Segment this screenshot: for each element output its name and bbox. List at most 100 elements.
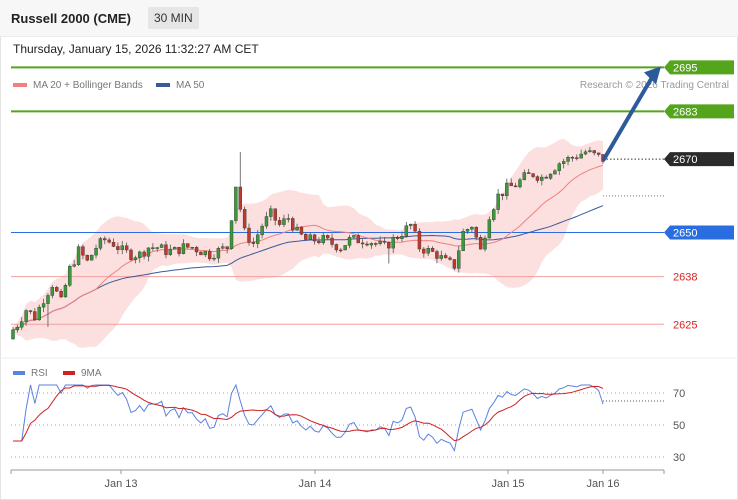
x-tick-jan-15: Jan 15 [491, 478, 524, 490]
candle-body [291, 218, 295, 231]
candle-body [37, 306, 41, 321]
candle-body [89, 254, 94, 261]
candle-body [435, 251, 439, 259]
candle-body [277, 220, 282, 225]
legend-ma50-label: MA 50 [176, 80, 205, 91]
legend-rsi: RSI [13, 368, 48, 379]
candle-body [308, 234, 312, 240]
level-label-2695-tag [664, 60, 734, 75]
candle-body [41, 303, 46, 308]
candle-body [203, 251, 207, 256]
candle-body [535, 176, 540, 181]
candle-body [474, 227, 478, 238]
chart-header: Russell 2000 (CME) 30 MIN [0, 0, 738, 37]
current-price-text: 2670 [673, 154, 697, 166]
copyright-label: Research © 2026 Trading Central [579, 80, 729, 91]
candle-body [173, 247, 177, 250]
candle-body [33, 311, 37, 321]
level-label-2625: 2625 [673, 319, 697, 331]
legend-9ma-label: 9MA [81, 368, 102, 379]
instrument-title: Russell 2000 (CME) [11, 11, 131, 26]
candle-body [343, 245, 347, 251]
candle-body [557, 163, 561, 171]
candle-body [103, 238, 107, 241]
legend-9ma: 9MA [63, 368, 102, 379]
x-tick-jan-13: Jan 13 [104, 478, 137, 490]
candle-body [181, 243, 186, 254]
ma9-swatch [63, 371, 75, 376]
candle-body [422, 248, 426, 254]
candle-body [509, 182, 513, 187]
candle-body [339, 249, 343, 252]
candle-body [409, 224, 413, 226]
forecast-arrow-shaft [602, 75, 654, 162]
candle-body [566, 157, 570, 162]
candle-body [295, 226, 299, 231]
candle-body [186, 243, 190, 248]
candle-body [334, 244, 339, 251]
candle-body [575, 157, 579, 159]
legend-ma20: MA 20 + Bollinger Bands [13, 80, 143, 91]
candle-body [20, 321, 24, 328]
candle-body [417, 230, 422, 250]
candle-body [579, 153, 583, 159]
candle-body [395, 237, 400, 239]
candle-body [238, 186, 242, 210]
candle-body [470, 227, 474, 230]
candle-body [304, 234, 308, 240]
candle-body [221, 246, 225, 249]
candle-body [85, 255, 89, 261]
candle-body [81, 246, 85, 256]
candle-body [159, 244, 164, 248]
candle-body [382, 240, 387, 243]
candle-body [46, 295, 50, 304]
candle-body [321, 235, 325, 244]
candle-body [369, 243, 374, 246]
candle-body [63, 285, 68, 298]
candle-body [374, 243, 378, 245]
candle-body [378, 240, 382, 244]
candle-body [518, 179, 522, 188]
candle-body [317, 240, 321, 244]
candle-body [50, 287, 55, 296]
candle-body [365, 243, 369, 246]
candle-body [28, 310, 33, 312]
candle-body [457, 250, 461, 269]
candle-body [452, 259, 457, 269]
candle-body [513, 185, 518, 188]
candle-body [439, 255, 443, 259]
candle-body [561, 161, 566, 164]
x-tick-jan-16: Jan 16 [586, 478, 619, 490]
candle-body [492, 209, 496, 220]
candle-body [592, 150, 596, 154]
x-tick-jan-14: Jan 14 [298, 478, 331, 490]
candle-body [330, 237, 334, 245]
candle-body [11, 329, 15, 340]
candle-body [596, 152, 601, 155]
candle-body [404, 225, 409, 237]
candle-body [199, 251, 203, 256]
candle-body [98, 238, 103, 249]
candle-body [522, 172, 527, 180]
legend-ma50: MA 50 [156, 80, 204, 91]
candle-body [282, 218, 286, 225]
candle-body [164, 244, 168, 255]
timeframe-badge[interactable]: 30 MIN [148, 7, 199, 29]
candle-body [496, 193, 500, 210]
candle-body [391, 237, 395, 249]
rsi-line [13, 383, 604, 452]
ma50-line [12, 205, 604, 331]
candle-body [207, 251, 212, 260]
candle-body [531, 173, 535, 177]
candle-body [190, 247, 194, 249]
candle-body [430, 248, 435, 252]
candle-body [500, 193, 505, 197]
candle-body [142, 251, 146, 257]
candle-body [360, 242, 365, 245]
level-label-2650-text: 2650 [673, 228, 697, 240]
level-label-2695-text: 2695 [673, 62, 697, 74]
candle-body [225, 246, 229, 249]
level-label-2638: 2638 [673, 272, 697, 284]
candle-body [352, 235, 356, 238]
candle-body [229, 220, 234, 249]
